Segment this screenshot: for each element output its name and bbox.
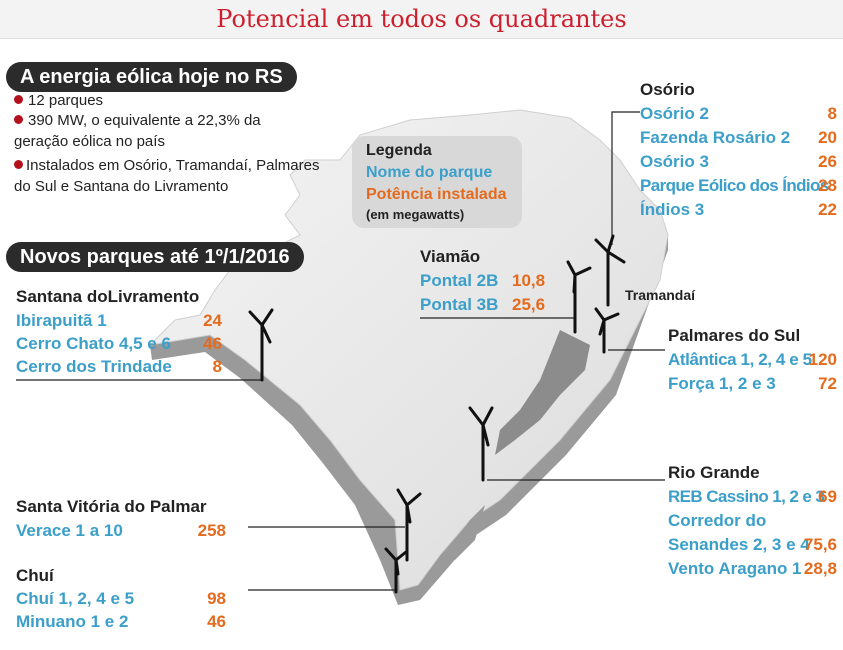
turbine-santavitoria — [396, 488, 422, 562]
park-name: Cerro dos Trindade — [16, 357, 172, 376]
today-heading: A energia eólica hoje no RS — [6, 62, 297, 92]
legend-box — [352, 136, 522, 228]
park-name: Osório 2 — [640, 104, 709, 123]
park-name: Ibirapuitã 1 — [16, 311, 107, 330]
park-name: Atlântica 1, 2, 4 e 5 — [668, 350, 812, 369]
park-name: REB Cassino 1, 2 e 3 — [668, 487, 825, 506]
park-name: Índios 3 — [640, 200, 705, 219]
today-bullet-text: 390 MW, o equivalente a 22,3% da — [28, 112, 261, 129]
today-bullet-2: 390 MW, o equivalente a 22,3% da — [14, 112, 261, 130]
park-name: Fazenda Rosário 2 — [640, 128, 791, 147]
new-parks-heading: Novos parques até 1º/1/2016 — [6, 242, 304, 272]
bullet-dot — [14, 160, 23, 169]
park-mw: 75,6 — [803, 535, 837, 554]
region-viamao: Viamão — [420, 247, 481, 266]
region-santavitoria: Santa Vitória do Palmar — [16, 497, 207, 516]
lagoa-mirim — [445, 505, 485, 560]
park-mw: 28,8 — [803, 559, 837, 578]
region-osorio: Osório — [640, 80, 695, 99]
park-mw: 24 — [203, 311, 222, 330]
park-name: Corredor do — [668, 511, 767, 530]
today-bullet-text: Instalados em Osório, Tramandaí, Palmare… — [26, 157, 320, 174]
park-name: Verace 1 a 10 — [16, 521, 123, 540]
page-title: Potencial em todos os quadrantes — [216, 5, 627, 33]
park-mw: 10,8 — [512, 271, 546, 290]
park-mw: 69 — [818, 487, 837, 506]
park-mw: 28 — [818, 176, 837, 195]
legend-park-name: Nome do parque — [366, 164, 493, 181]
bullet-dot — [14, 95, 23, 104]
turbine-riogrande — [468, 406, 494, 482]
leader-osorio — [611, 111, 640, 245]
turbine-palmares — [594, 307, 620, 354]
park-mw: 26 — [818, 152, 837, 171]
park-mw: 20 — [818, 128, 837, 147]
park-mw: 8 — [827, 104, 837, 123]
park-name: Chuí 1, 2, 4 e 5 — [16, 589, 135, 608]
map-land — [148, 109, 669, 591]
legend-unit: (em megawatts) — [366, 207, 465, 222]
park-name: Pontal 2B — [420, 271, 499, 290]
park-mw: 46 — [203, 334, 222, 353]
turbine-santana — [248, 308, 274, 382]
title-bar — [0, 0, 843, 39]
leader-lines — [16, 111, 665, 591]
wind-turbines — [248, 234, 626, 594]
region-santana: Santana doLivramento — [16, 287, 200, 306]
turbine-osorio — [594, 234, 626, 307]
region-chui: Chuí — [16, 566, 54, 585]
park-mw: 258 — [197, 521, 226, 540]
park-name: Vento Aragano 1 — [668, 559, 802, 578]
today-bullet-2-cont: geração eólica no país — [14, 133, 165, 150]
park-mw: 46 — [207, 612, 226, 631]
park-mw: 8 — [212, 357, 222, 376]
today-bullet-3: Instalados em Osório, Tramandaí, Palmare… — [14, 157, 319, 175]
park-name: Pontal 3B — [420, 295, 499, 314]
today-bullet-3-cont: do Sul e Santana do Livramento — [14, 178, 229, 195]
turbine-viamao — [566, 260, 592, 334]
park-mw: 25,6 — [512, 295, 546, 314]
park-name: Minuano 1 e 2 — [16, 612, 129, 631]
today-bullet-text: 12 parques — [28, 92, 104, 109]
park-name: Osório 3 — [640, 152, 709, 171]
park-name: Senandes 2, 3 e 4 — [668, 535, 810, 554]
bullet-dot — [14, 115, 23, 124]
park-mw: 98 — [207, 589, 226, 608]
lagoa-dos-patos — [495, 330, 590, 455]
park-name: Parque Eólico dos Índios — [640, 176, 829, 195]
legend-power: Potência instalada — [366, 186, 507, 203]
turbine-chui — [384, 547, 408, 594]
today-bullet-1: 12 parques — [14, 92, 103, 110]
region-palmares: Palmares do Sul — [668, 326, 801, 345]
park-name: Cerro Chato 4,5 e 6 — [16, 334, 171, 353]
region-riogrande: Rio Grande — [668, 463, 760, 482]
park-mw: 72 — [818, 374, 837, 393]
park-mw: 120 — [808, 350, 837, 369]
legend-title: Legenda — [366, 142, 432, 159]
park-name: Força 1, 2 e 3 — [668, 374, 776, 393]
label-tramandai: Tramandaí — [625, 287, 696, 303]
park-mw: 22 — [818, 200, 837, 219]
